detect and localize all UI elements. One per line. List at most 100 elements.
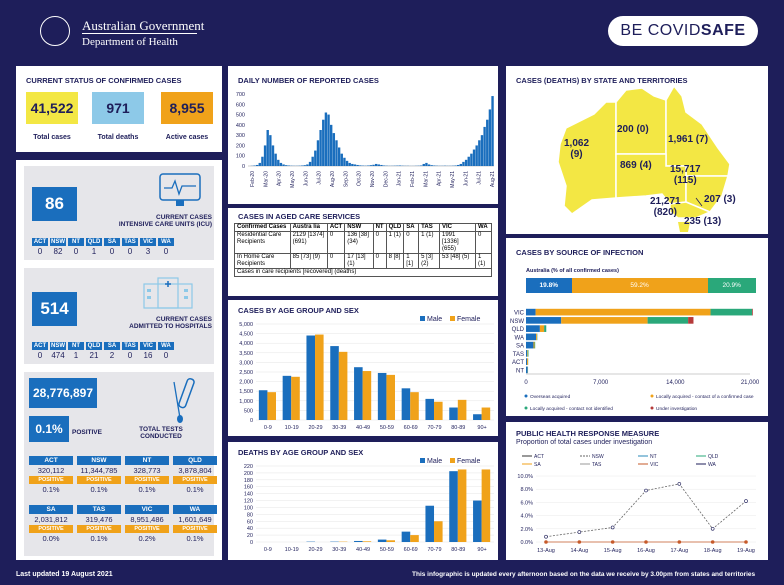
aged-residential-cell-8: 1991 [1336] (655): [438, 231, 477, 254]
icu-value-qld: 1: [91, 247, 97, 256]
positive-tag-nt: POSITIVE: [125, 476, 169, 484]
source-state-label: SA: [516, 344, 524, 350]
age-cases-bar-male: [449, 407, 458, 420]
daily-bar: [430, 165, 433, 166]
health-legend-act: ACT: [534, 454, 544, 460]
source-bar-segment: [527, 350, 528, 357]
age-cases-xtick: 70-79: [427, 425, 441, 431]
map-vic: [669, 201, 712, 219]
age-deaths-xtick: 30-39: [332, 547, 346, 553]
health-point-vic: [744, 540, 748, 544]
age-cases-xtick: 30-39: [332, 425, 346, 431]
age-deaths-ytick: 220: [244, 464, 253, 470]
icu-value-vic: 3: [145, 247, 151, 256]
source-bar-segment: [526, 333, 537, 341]
aged-home-cell-8: 53 [48] (5): [438, 253, 477, 269]
age-deaths-legend-male: Male: [427, 458, 442, 465]
source-state-label: ACT: [512, 360, 524, 366]
daily-bar: [282, 164, 285, 166]
tests-count-qld: 3,878,804: [178, 466, 212, 475]
source-bar-segment: [526, 350, 528, 357]
daily-bar: [464, 159, 468, 166]
daily-bar: [353, 164, 357, 166]
hospital-state-values: 0 474 1 21 2 0 16 0: [32, 351, 176, 360]
age-deaths-ytick: 0: [250, 540, 253, 546]
age-cases-bar-female: [457, 399, 467, 420]
daily-bar: [356, 164, 359, 166]
daily-ytick: 300: [236, 133, 245, 139]
source-legend-item: Under investigation: [656, 406, 697, 412]
health-legend-sa: SA: [534, 462, 541, 468]
health-legend-nsw: NSW: [592, 454, 604, 460]
hospital-value: 514: [32, 292, 77, 326]
age-deaths-legend-female: Female: [457, 458, 480, 465]
age-deaths-bar-female: [481, 469, 491, 542]
daily-bar: [322, 119, 325, 166]
age-cases-xtick: 60-69: [404, 425, 418, 431]
age-cases-legend-female-swatch: [450, 316, 455, 321]
source-bar-segment: [527, 358, 529, 365]
health-ytick: 8.0%: [520, 487, 533, 493]
aus-bar: 19.8% 59.2% 20.9%: [526, 278, 756, 293]
daily-bar: [335, 140, 338, 166]
age-cases-xtick: 90+: [477, 425, 486, 431]
tests-state-wa: WA: [173, 505, 217, 514]
daily-bar: [462, 161, 465, 166]
health-point-nsw: [710, 527, 715, 531]
aged-home-cell-9: 1 (1): [475, 253, 492, 269]
total-deaths-label: Total deaths: [97, 134, 139, 141]
icu-state-headers: ACT NSW NT QLD SA TAS VIC WA: [32, 238, 176, 246]
health-legend-qld: QLD: [708, 454, 719, 460]
positive-pct: 0.1%: [29, 416, 69, 442]
aged-row-home: In Home Care Recipients 85 [73] (9) 0 17 [1…: [234, 253, 492, 269]
daily-bar: [303, 165, 306, 166]
age-deaths-bar-male: [425, 505, 435, 542]
positive-label: POSITIVE: [72, 429, 102, 436]
age-cases-ytick: 2,500: [239, 370, 253, 376]
age-cases-bar-male: [401, 388, 411, 420]
icu-value: 86: [32, 187, 77, 221]
covidsafe-badge[interactable]: BE COVIDSAFE: [608, 16, 758, 46]
age-cases-legend-male: Male: [427, 316, 442, 323]
age-cases-bar-male: [282, 375, 292, 420]
age-cases-bar-female: [362, 371, 372, 420]
age-cases-xtick: 10-19: [285, 425, 299, 431]
source-bar-segment: [526, 341, 534, 349]
daily-xtick: Jun-20: [303, 171, 309, 187]
aged-residential-cell-4: 0: [372, 231, 387, 254]
age-cases-bar-male: [330, 346, 339, 420]
act-pointer: [695, 197, 703, 207]
tests-count-nt: 328,773: [133, 466, 161, 475]
daily-xtick: Feb-21: [410, 171, 416, 187]
daily-bar: [263, 145, 267, 166]
source-xtick: 7,000: [593, 380, 609, 386]
daily-bar: [343, 157, 346, 166]
age-deaths-xtick: 40-49: [356, 547, 370, 553]
icu-state-vic: VIC: [140, 238, 156, 246]
source-bar-segment: [526, 317, 562, 324]
map-qld: [665, 84, 731, 177]
daily-chart: 700 600 500 400 300 200 100 0 Feb-20 Mar-20 Apr-20…: [236, 92, 496, 188]
daily-bar: [285, 165, 288, 166]
age-cases-chart: 5,000 4,500 4,000 3,500 3,000 2,500 2,000 1,500…: [239, 316, 494, 431]
hospital-value-nt: 1: [73, 351, 79, 360]
hospital-state-wa: WA: [158, 342, 174, 350]
daily-xtick: Mar-21: [423, 171, 429, 187]
divider: [82, 33, 197, 34]
daily-bar: [253, 165, 256, 166]
vic-value: 21,271 (820): [650, 196, 681, 218]
hospital-value-wa: 0: [163, 351, 169, 360]
test-tube-icon: [173, 377, 195, 423]
daily-bar: [269, 135, 272, 166]
source-state-label: TAS: [513, 352, 524, 358]
daily-ytick: 200: [236, 143, 245, 149]
hospital-value-qld: 21: [89, 351, 99, 360]
daily-bar: [398, 165, 402, 166]
daily-bar: [287, 165, 291, 166]
age-deaths-bar-female: [410, 535, 419, 542]
age-deaths-xtick: 0-9: [264, 547, 272, 553]
map-panel: CASES (DEATHS) BY STATE AND TERRITORIES …: [506, 66, 768, 234]
age-deaths-bar-female: [362, 541, 372, 542]
daily-bar: [279, 162, 283, 166]
